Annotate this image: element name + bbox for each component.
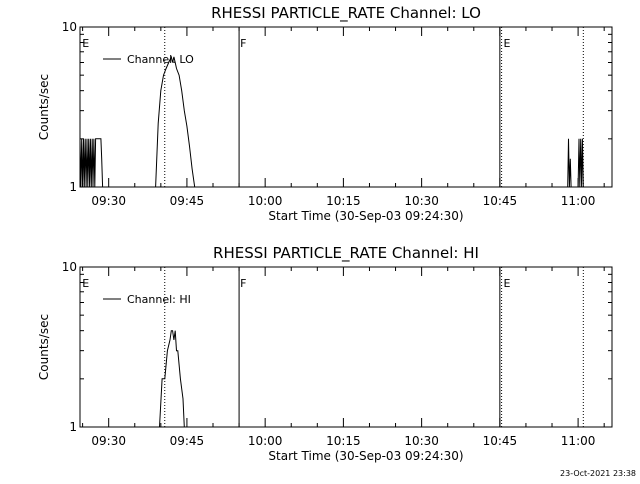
chart-panel-lo: RHESSI PARTICLE_RATE Channel: LO 09:30 09:… — [37, 4, 613, 223]
x-tick-label: 10:15 — [326, 194, 361, 208]
y-tick-label: 1 — [69, 180, 77, 194]
x-tick-label: 11:00 — [561, 434, 596, 448]
event-annotation: F — [240, 277, 246, 290]
series-line — [567, 138, 572, 188]
x-tick-label: 09:30 — [91, 194, 126, 208]
event-annotation: E — [82, 277, 89, 290]
x-tick-label: 10:45 — [483, 194, 518, 208]
event-annotation: F — [240, 37, 246, 50]
x-tick-label: 10:15 — [326, 434, 361, 448]
generation-timestamp: 23-Oct-2021 23:38 — [560, 469, 636, 478]
plot-frame — [79, 26, 613, 188]
event-annotation: E — [503, 37, 510, 50]
legend-label: Channel: LO — [127, 53, 194, 66]
plot-frame — [79, 266, 613, 428]
series-line — [155, 55, 196, 188]
event-annotation: E — [82, 37, 89, 50]
x-tick-label: 10:45 — [483, 434, 518, 448]
x-tick-label: 10:00 — [248, 194, 283, 208]
y-tick-label: 1 — [69, 420, 77, 434]
y-tick-label: 10 — [62, 20, 77, 34]
x-tick-label: 09:30 — [91, 434, 126, 448]
series-line — [79, 138, 104, 188]
chart-panel-hi: RHESSI PARTICLE_RATE Channel: HI 09:30 09:… — [37, 244, 613, 463]
event-annotation: E — [503, 277, 510, 290]
chart-title: RHESSI PARTICLE_RATE Channel: HI — [213, 244, 479, 263]
legend-label: Channel: HI — [127, 293, 191, 306]
x-tick-label: 09:45 — [170, 434, 205, 448]
x-tick-label: 09:45 — [170, 194, 205, 208]
x-axis-label: Start Time (30-Sep-03 09:24:30) — [268, 209, 463, 223]
x-tick-label: 10:30 — [404, 434, 439, 448]
chart-title: RHESSI PARTICLE_RATE Channel: LO — [211, 4, 481, 23]
x-axis-label: Start Time (30-Sep-03 09:24:30) — [268, 449, 463, 463]
series-line — [159, 330, 185, 428]
x-tick-label: 10:00 — [248, 434, 283, 448]
y-tick-label: 10 — [62, 260, 77, 274]
x-tick-label: 11:00 — [561, 194, 596, 208]
x-tick-label: 10:30 — [404, 194, 439, 208]
y-axis-label: Counts/sec — [37, 314, 51, 380]
series-line — [577, 138, 584, 188]
y-axis-label: Counts/sec — [37, 74, 51, 140]
